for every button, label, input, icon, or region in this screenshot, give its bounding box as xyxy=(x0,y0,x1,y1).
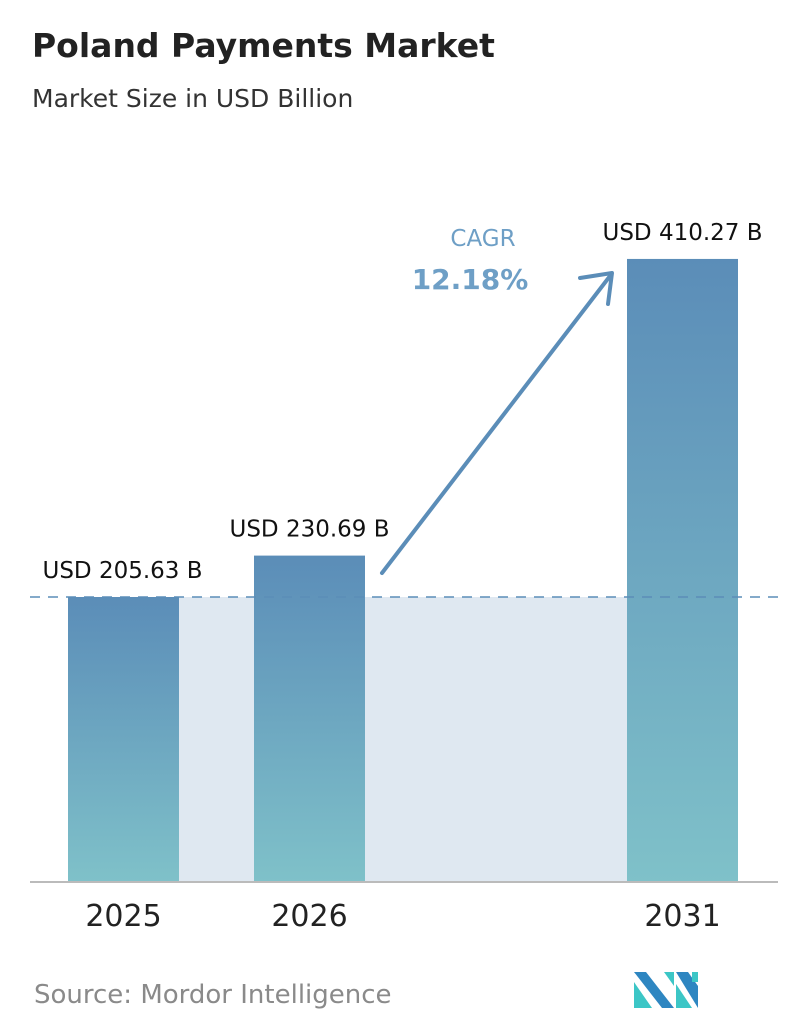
cagr-arrow xyxy=(380,274,612,575)
cagr-label: CAGR xyxy=(450,226,515,252)
bar-2031 xyxy=(627,258,738,882)
x-tick-2026: 2026 xyxy=(271,899,347,934)
data-label-2026: USD 230.69 B xyxy=(229,517,389,543)
mordor-logo xyxy=(634,972,698,1008)
cagr-arrow-head xyxy=(578,271,614,306)
baseline-shade xyxy=(179,596,627,882)
chart-subtitle: Market Size in USD Billion xyxy=(32,84,354,113)
data-label-2031: USD 410.27 B xyxy=(602,220,762,246)
bar-2025 xyxy=(68,596,179,882)
source-text: Source: Mordor Intelligence xyxy=(34,980,392,1010)
bar-2026 xyxy=(254,555,365,882)
cagr-value: 12.18% xyxy=(412,263,529,296)
x-tick-2025: 2025 xyxy=(85,899,161,934)
x-tick-2031: 2031 xyxy=(644,899,720,934)
data-label-2025: USD 205.63 B xyxy=(42,558,202,584)
chart-title: Poland Payments Market xyxy=(32,26,495,65)
